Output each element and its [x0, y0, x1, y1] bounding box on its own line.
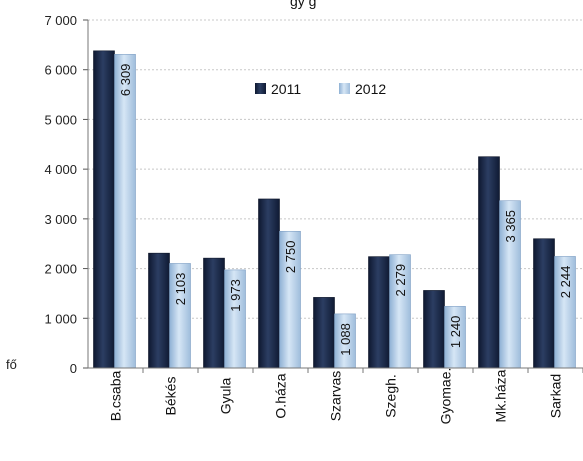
data-label-2012-Gyomae.: 1 240 — [448, 316, 463, 349]
y-tick-label: 0 — [70, 361, 77, 376]
data-label-2012-Mk.háza: 3 365 — [503, 210, 518, 243]
chart-title: gy g — [290, 0, 316, 9]
y-tick-label: 6 000 — [44, 63, 77, 78]
data-label-2012-Sarkad: 2 244 — [558, 266, 573, 299]
bar-2011-Mk.háza — [478, 156, 500, 369]
y-axis-label: fő — [6, 357, 17, 372]
y-tick-label: 4 000 — [44, 162, 77, 177]
x-tick-label: Gyula — [218, 378, 234, 415]
bar-2012-B.csaba — [114, 54, 136, 369]
bar-2011-Gyula — [203, 257, 225, 369]
data-label-2012-Gyula: 1 973 — [228, 279, 243, 312]
x-tick-label: Gyomae. — [438, 368, 454, 425]
y-tick-label: 7 000 — [44, 13, 77, 28]
data-label-2012-Szegh.: 2 279 — [393, 264, 408, 297]
bar-2011-O.háza — [258, 198, 280, 369]
y-tick-label: 5 000 — [44, 112, 77, 127]
y-tick-label: 1 000 — [44, 311, 77, 326]
axes: 0 1 000 2 000 3 000 4 000 5 000 6 000 7 000 B.cs… — [44, 13, 583, 424]
data-label-2012-Békés: 2 103 — [173, 273, 188, 306]
data-label-2012-Szarvas: 1 088 — [338, 323, 353, 356]
legend-swatch-2012 — [339, 83, 350, 94]
legend-label-2011: 2011 — [271, 81, 301, 97]
bar-2011-Gyomae. — [423, 290, 445, 369]
bars — [93, 50, 576, 369]
legend-swatch-2011 — [255, 83, 266, 94]
data-labels: 6 309 2 103 1 973 2 750 1 088 2 279 1 240 3 365… — [118, 64, 573, 356]
y-tick-label: 3 000 — [44, 212, 77, 227]
x-tick-label: B.csaba — [108, 370, 124, 421]
bar-2011-Békés — [148, 252, 170, 369]
bar-2011-Szegh. — [368, 256, 390, 369]
legend: 2011 2012 — [255, 81, 386, 97]
bar-2011-B.csaba — [93, 50, 115, 369]
x-tick-label: Mk.háza — [493, 369, 509, 422]
bar-2011-Sarkad — [533, 238, 555, 369]
data-label-2012-B.csaba: 6 309 — [118, 64, 133, 97]
x-tick-label: O.háza — [273, 373, 289, 418]
x-tick-label: Sarkad — [548, 374, 564, 418]
legend-label-2012: 2012 — [355, 81, 386, 97]
x-tick-label: Szarvas — [328, 371, 344, 422]
data-label-2012-O.háza: 2 750 — [283, 241, 298, 274]
x-tick-label: Szegh. — [383, 374, 399, 418]
y-tick-label: 2 000 — [44, 262, 77, 277]
x-tick-label: Békés — [163, 377, 179, 416]
bar-2011-Szarvas — [313, 297, 335, 369]
